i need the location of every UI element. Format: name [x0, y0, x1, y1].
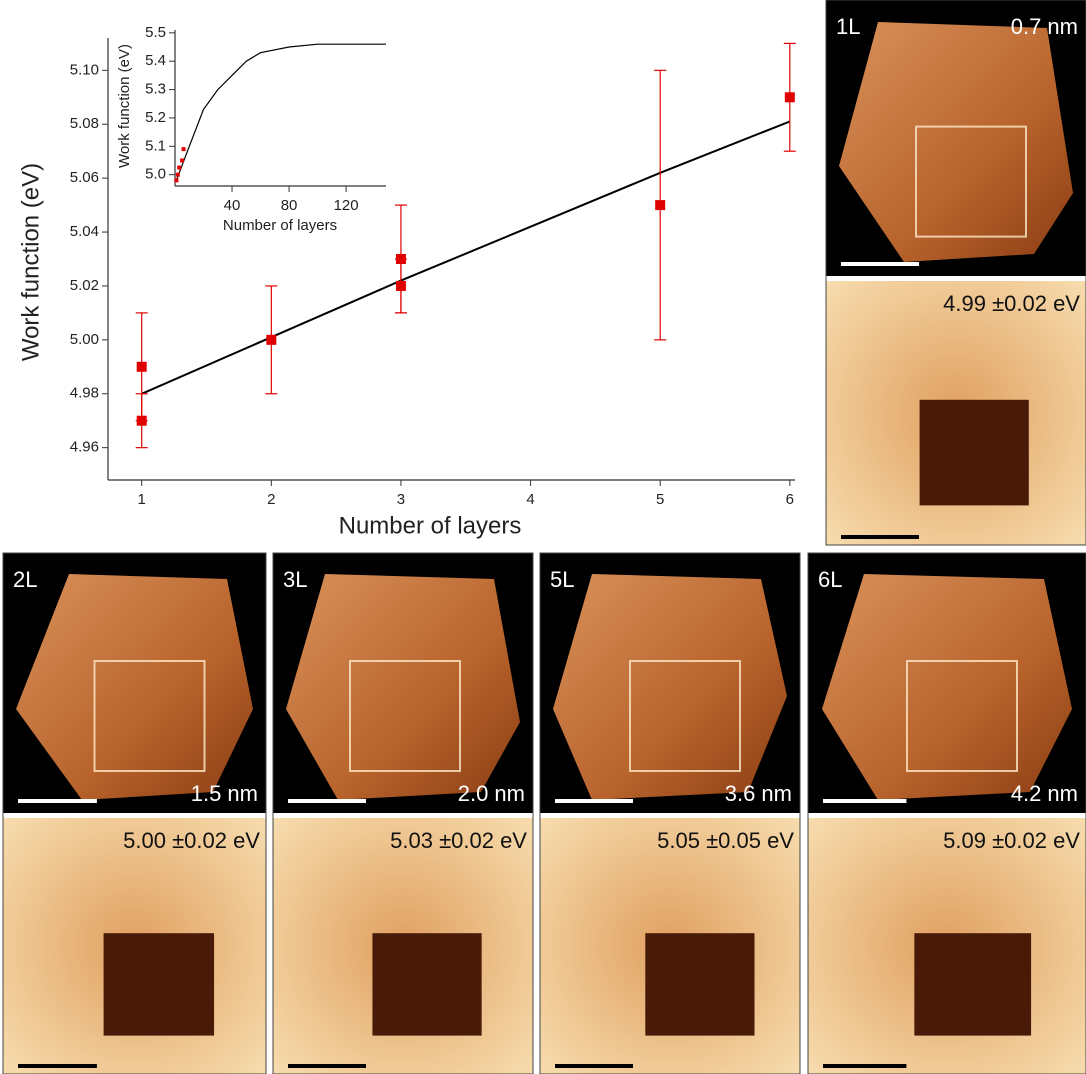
work-function-label: 5.03 ±0.02 eV	[390, 828, 527, 853]
height-label: 4.2 nm	[1011, 781, 1078, 806]
y-tick-label: 5.10	[70, 61, 99, 78]
data-point	[137, 362, 147, 372]
y-tick-label: 4.98	[70, 385, 99, 402]
x-tick-label: 120	[334, 197, 359, 214]
y-tick-label: 5.2	[145, 109, 166, 126]
y-tick-label: 5.02	[70, 277, 99, 294]
flake	[553, 574, 787, 800]
x-tick-label: 1	[138, 491, 146, 508]
y-tick-label: 5.5	[145, 24, 166, 41]
y-tick-label: 5.08	[70, 115, 99, 132]
layer-label: 2L	[13, 567, 37, 592]
kpfm-square	[104, 933, 214, 1035]
layer-label: 5L	[550, 567, 574, 592]
data-point	[176, 173, 180, 177]
x-tick-label: 6	[786, 491, 794, 508]
inset-y-label: Work function (eV)	[116, 44, 133, 168]
work-function-label: 5.00 ±0.02 eV	[123, 828, 260, 853]
layer-label: 1L	[836, 14, 860, 39]
kpfm-square	[914, 933, 1031, 1035]
work-function-label: 5.09 ±0.02 eV	[943, 828, 1080, 853]
y-tick-label: 5.04	[70, 223, 99, 240]
y-tick-label: 5.00	[70, 331, 99, 348]
x-axis-label: Number of layers	[339, 512, 522, 539]
figure: 4.96 4.98 5.00 5.02 5.04 5.06 5.08 5.10 1 2 3 4 5 6 Nu…	[0, 0, 1086, 1074]
x-tick-label: 4	[526, 491, 534, 508]
x-tick-label: 2	[267, 491, 275, 508]
flake	[822, 574, 1072, 800]
y-tick-label: 5.3	[145, 81, 166, 98]
inset-x-label: Number of layers	[223, 217, 337, 234]
flake	[286, 574, 520, 800]
data-point	[174, 178, 178, 182]
data-point	[785, 92, 795, 102]
y-tick-label: 4.96	[70, 439, 99, 456]
height-label: 0.7 nm	[1011, 14, 1078, 39]
height-label: 2.0 nm	[458, 781, 525, 806]
y-axis-label: Work function (eV)	[17, 163, 44, 361]
data-point	[137, 416, 147, 426]
height-label: 3.6 nm	[725, 781, 792, 806]
work-function-label: 5.05 ±0.05 eV	[657, 828, 794, 853]
y-tick-label: 5.1	[145, 137, 166, 154]
data-point	[266, 335, 276, 345]
kpfm-square	[920, 400, 1029, 506]
fit-line	[142, 122, 790, 394]
work-function-label: 4.99 ±0.02 eV	[943, 291, 1080, 316]
data-point	[182, 147, 186, 151]
y-tick-label: 5.4	[145, 52, 166, 69]
data-point	[180, 158, 184, 162]
x-tick-label: 80	[281, 197, 298, 214]
x-tick-label: 3	[397, 491, 405, 508]
data-point	[396, 281, 406, 291]
fit-line	[176, 44, 386, 180]
y-tick-label: 5.0	[145, 166, 166, 183]
data-point	[655, 200, 665, 210]
x-tick-label: 40	[224, 197, 241, 214]
data-point	[177, 166, 181, 170]
y-tick-label: 5.06	[70, 169, 99, 186]
x-tick-label: 5	[656, 491, 664, 508]
kpfm-square	[372, 933, 481, 1035]
height-label: 1.5 nm	[191, 781, 258, 806]
layer-label: 3L	[283, 567, 307, 592]
layer-label: 6L	[818, 567, 842, 592]
kpfm-square	[645, 933, 754, 1035]
